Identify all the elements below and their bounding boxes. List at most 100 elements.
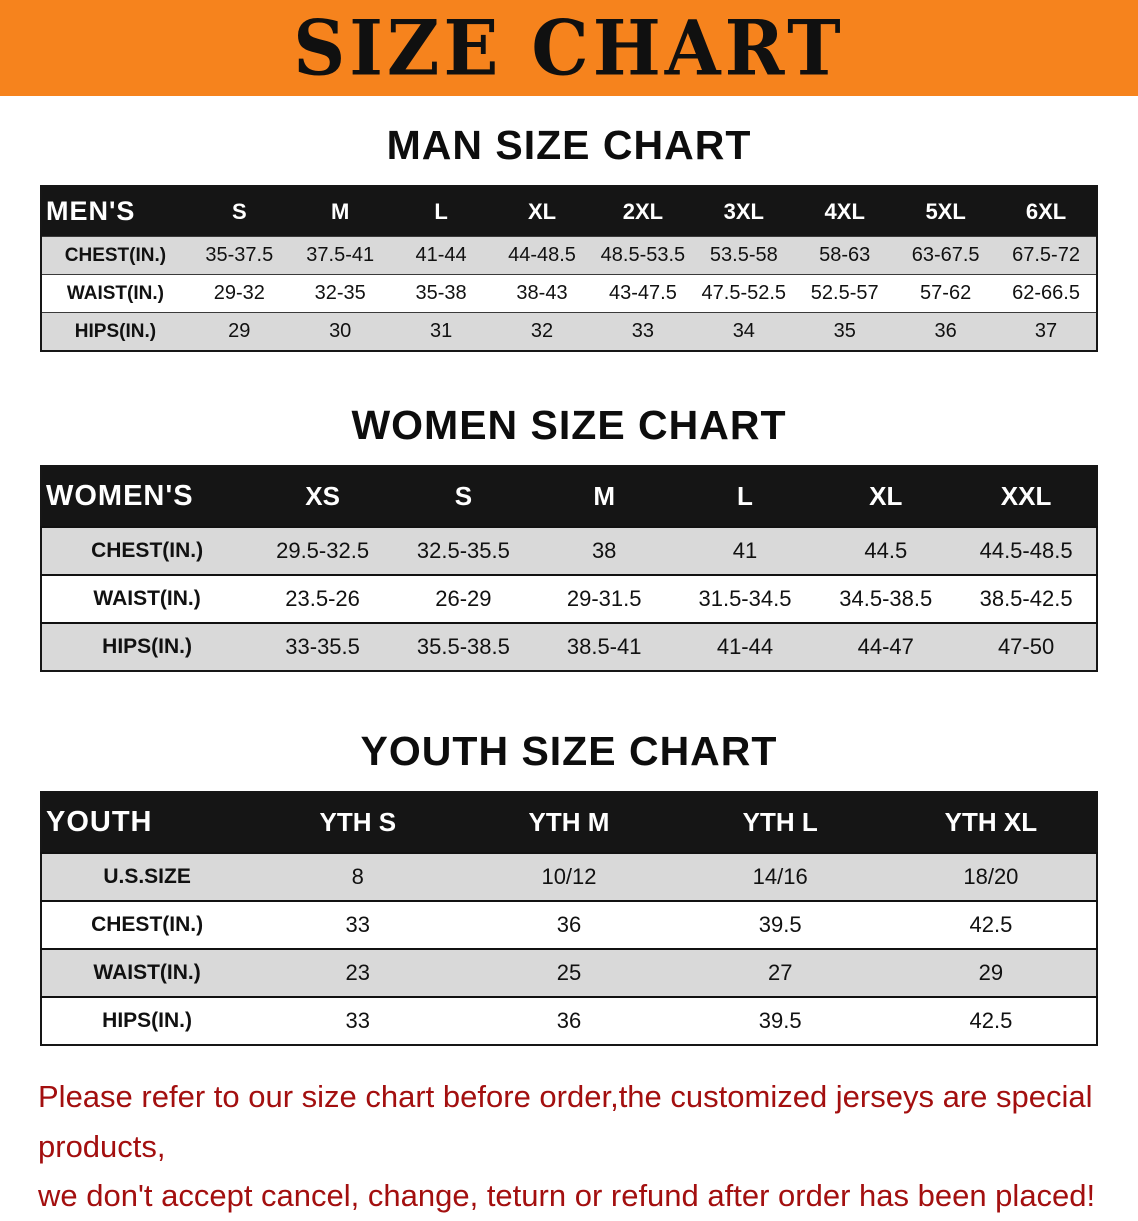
- row-label-cell: WAIST(IN.): [66, 282, 164, 304]
- size-value-cell: 14/16: [752, 864, 808, 889]
- disclaimer-line-2: we don't accept cancel, change, teturn o…: [38, 1178, 1096, 1214]
- size-value-cell: 37: [1034, 320, 1058, 342]
- size-column-header: 4XL: [794, 186, 896, 237]
- measurement-row: CHEST(IN.) 35-37.5 37.5-41 41-44 44-48.5 48.5…: [41, 236, 1097, 275]
- size-value-cell: 42.5: [969, 1008, 1013, 1033]
- size-column-header: M: [533, 466, 675, 527]
- size-column-header: 2XL: [592, 186, 694, 237]
- size-value-cell: 62-66.5: [1012, 282, 1080, 304]
- size-column-header: 3XL: [693, 186, 795, 237]
- size-value-cell: 35-38: [415, 282, 467, 304]
- row-label-cell: WAIST(IN.): [93, 587, 201, 610]
- size-value-cell: 38: [591, 538, 617, 563]
- men-size-section: MAN SIZE CHART MEN'S S M L XL 2XL 3XL 4XL 5XL 6XL…: [0, 122, 1138, 352]
- size-value-cell: 33: [345, 912, 371, 937]
- size-column-header: L: [674, 466, 816, 527]
- row-label-cell: WAIST(IN.): [93, 961, 201, 984]
- size-value-cell: 35.5-38.5: [416, 634, 510, 659]
- size-value-cell: 53.5-58: [709, 244, 778, 266]
- size-value-cell: 44-47: [857, 634, 914, 659]
- size-value-cell: 43-47.5: [608, 282, 677, 304]
- measurement-row: WAIST(IN.) 23.5-26 26-29 29-31.5 31.5-34.5 34…: [41, 575, 1097, 623]
- youth-size-table: YOUTH YTH S YTH M YTH L YTH XL U.S.SIZE 8 10/12…: [40, 791, 1098, 1046]
- measurement-row: CHEST(IN.) 29.5-32.5 32.5-35.5 38 41 44.5 44.5…: [41, 527, 1097, 575]
- row-label-cell: HIPS(IN.): [102, 1009, 193, 1032]
- size-value-cell: 29-31.5: [566, 586, 642, 611]
- measurement-row: WAIST(IN.) 29-32 32-35 35-38 38-43 43-47.5 47.…: [41, 274, 1097, 313]
- size-value-cell: 25: [556, 960, 582, 985]
- row-label-cell: CHEST(IN.): [64, 244, 167, 266]
- size-column-header: XL: [815, 466, 957, 527]
- size-column-header: XL: [491, 186, 593, 237]
- table-title-cell: YOUTH: [41, 792, 253, 853]
- row-label-cell: U.S.SIZE: [103, 865, 191, 888]
- size-value-cell: 57-62: [920, 282, 972, 304]
- size-value-cell: 34.5-38.5: [839, 586, 933, 611]
- row-label-cell: CHEST(IN.): [91, 913, 204, 936]
- size-column-header: M: [289, 186, 391, 237]
- men-size-table: MEN'S S M L XL 2XL 3XL 4XL 5XL 6XL CHEST(IN.) 35-37…: [40, 185, 1098, 352]
- men-section-title: MAN SIZE CHART: [386, 122, 752, 168]
- youth-section-title: YOUTH SIZE CHART: [360, 728, 778, 774]
- measurement-row: U.S.SIZE 8 10/12 14/16 18/20: [41, 853, 1097, 901]
- size-value-cell: 58-63: [819, 244, 871, 266]
- size-column-header: 5XL: [895, 186, 997, 237]
- size-value-cell: 33: [631, 320, 655, 342]
- page-title: SIZE CHART: [293, 2, 845, 93]
- banner: SIZE CHART: [0, 0, 1138, 96]
- size-value-cell: 38-43: [516, 282, 568, 304]
- size-column-header: YTH L: [674, 792, 886, 853]
- table-header-row: MEN'S S M L XL 2XL 3XL 4XL 5XL 6XL: [41, 186, 1097, 237]
- size-value-cell: 27: [767, 960, 793, 985]
- size-value-cell: 10/12: [541, 864, 597, 889]
- women-size-table: WOMEN'S XS S M L XL XXL CHEST(IN.) 29.5-32.5 32.5…: [40, 465, 1098, 672]
- youth-size-section: YOUTH SIZE CHART YOUTH YTH S YTH M YTH L YTH…: [0, 728, 1138, 1046]
- size-value-cell: 44-48.5: [508, 244, 576, 266]
- disclaimer-line-1: Please refer to our size chart before or…: [38, 1079, 1093, 1164]
- size-value-cell: 48.5-53.5: [600, 244, 686, 266]
- table-title-cell: MEN'S: [41, 186, 189, 237]
- size-value-cell: 31: [429, 320, 453, 342]
- size-value-cell: 47-50: [997, 634, 1055, 659]
- size-value-cell: 30: [329, 320, 352, 342]
- size-value-cell: 29.5-32.5: [276, 538, 370, 563]
- measurement-row: HIPS(IN.) 33 36 39.5 42.5: [41, 997, 1097, 1045]
- size-column-header: YTH XL: [885, 792, 1097, 853]
- size-value-cell: 18/20: [963, 864, 1019, 889]
- size-value-cell: 47.5-52.5: [701, 282, 787, 304]
- row-label-cell: CHEST(IN.): [91, 539, 204, 562]
- row-label-cell: HIPS(IN.): [74, 320, 157, 342]
- table-header-row: YOUTH YTH S YTH M YTH L YTH XL: [41, 792, 1097, 853]
- table-title-cell: WOMEN'S: [41, 466, 253, 527]
- size-value-cell: 36: [934, 320, 957, 342]
- size-value-cell: 23: [345, 960, 371, 985]
- size-value-cell: 41-44: [415, 244, 467, 266]
- size-value-cell: 32.5-35.5: [416, 538, 510, 563]
- size-column-header: L: [390, 186, 492, 237]
- size-value-cell: 44.5-48.5: [979, 538, 1073, 563]
- size-value-cell: 41: [732, 538, 758, 563]
- size-value-cell: 29: [978, 960, 1004, 985]
- size-column-header: XXL: [956, 466, 1097, 527]
- measurement-row: HIPS(IN.) 33-35.5 35.5-38.5 38.5-41 41-44 44-…: [41, 623, 1097, 671]
- size-value-cell: 34: [732, 320, 755, 342]
- size-value-cell: 33-35.5: [285, 634, 360, 659]
- table-header-row: WOMEN'S XS S M L XL XXL: [41, 466, 1097, 527]
- size-column-header: YTH M: [463, 792, 675, 853]
- size-value-cell: 41-44: [716, 634, 774, 659]
- size-value-cell: 35-37.5: [205, 244, 274, 266]
- size-value-cell: 35: [833, 320, 856, 342]
- size-value-cell: 37.5-41: [306, 244, 375, 266]
- disclaimer: Please refer to our size chart before or…: [38, 1072, 1100, 1221]
- size-value-cell: 33: [345, 1008, 371, 1033]
- size-value-cell: 38.5-42.5: [979, 586, 1073, 611]
- size-value-cell: 31.5-34.5: [698, 586, 792, 611]
- measurement-row: HIPS(IN.) 29 30 31 32 33 34 35 36 37: [41, 312, 1097, 351]
- size-value-cell: 39.5: [758, 1008, 802, 1033]
- size-value-cell: 63-67.5: [911, 244, 980, 266]
- size-value-cell: 23.5-26: [285, 586, 360, 611]
- size-value-cell: 36: [556, 1008, 582, 1033]
- size-value-cell: 32: [530, 320, 554, 342]
- size-column-header: S: [392, 466, 534, 527]
- size-value-cell: 8: [351, 864, 364, 889]
